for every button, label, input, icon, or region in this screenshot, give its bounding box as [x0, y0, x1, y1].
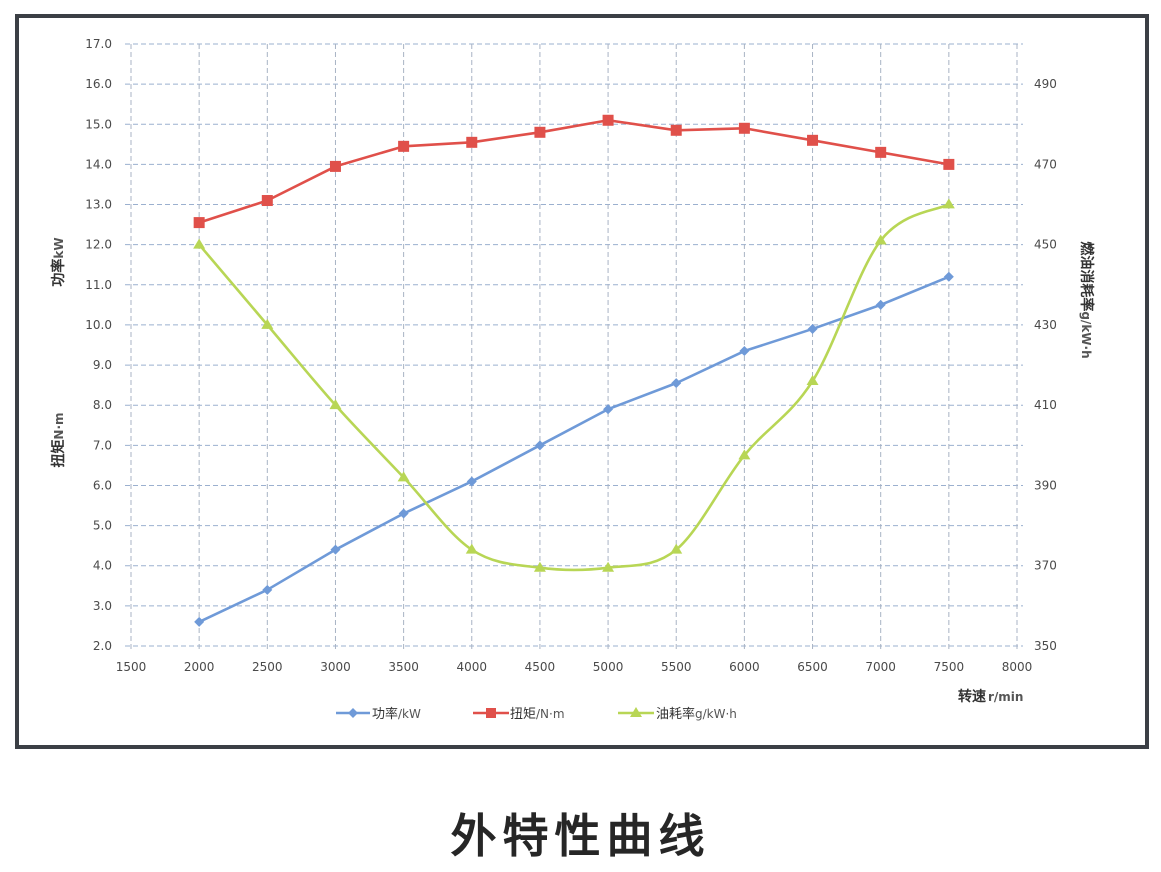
left-tick-label: 2.0: [93, 639, 112, 653]
square-marker-icon: [534, 126, 546, 138]
right-tick-label: 350: [1034, 639, 1057, 653]
x-tick-label: 3000: [320, 660, 351, 674]
left-tick-label: 15.0: [85, 117, 112, 131]
diamond-marker-icon: [466, 476, 477, 487]
diamond-marker-icon: [671, 378, 682, 389]
left-tick-label: 12.0: [85, 238, 112, 252]
square-marker-icon: [875, 146, 887, 158]
diamond-marker-icon: [943, 271, 954, 282]
chart-frame: [15, 14, 1149, 749]
triangle-marker-icon: [670, 543, 683, 554]
diamond-marker-icon: [807, 323, 818, 334]
square-marker-icon: [738, 122, 750, 134]
square-marker-icon: [807, 134, 819, 146]
svg-text:扭矩/N·m: 扭矩/N·m: [510, 707, 565, 722]
legend-item-torque[interactable]: 扭矩/N·m: [473, 707, 565, 722]
right-tick-label: 410: [1034, 398, 1057, 412]
left-tick-label: 17.0: [85, 37, 112, 51]
x-tick-label: 4500: [525, 660, 556, 674]
triangle-marker-icon: [465, 543, 478, 554]
square-marker-icon: [261, 195, 273, 207]
triangle-marker-icon: [397, 471, 410, 482]
series-2: [193, 198, 955, 572]
diamond-marker-icon: [603, 404, 614, 415]
x-axis-title: 转速 r/min: [958, 688, 1023, 705]
square-marker-icon: [329, 160, 341, 172]
left-axis-title-torque: 扭矩N·m: [50, 412, 67, 467]
legend-item-fuel[interactable]: 油耗率g/kW·h: [618, 706, 737, 722]
square-marker-icon: [193, 217, 205, 229]
right-tick-label: 470: [1034, 157, 1057, 171]
diamond-marker-icon: [330, 544, 341, 555]
diamond-marker-icon: [875, 299, 886, 310]
left-tick-label: 7.0: [93, 438, 112, 452]
right-tick-label: 370: [1034, 559, 1057, 573]
left-tick-label: 6.0: [93, 478, 112, 492]
left-tick-label: 10.0: [85, 318, 112, 332]
diamond-marker-icon: [739, 346, 750, 357]
diamond-marker-icon: [398, 508, 409, 519]
right-tick-label: 390: [1034, 478, 1057, 492]
triangle-marker-icon: [738, 449, 751, 460]
svg-text:油耗率g/kW·h: 油耗率g/kW·h: [656, 706, 737, 722]
left-tick-label: 14.0: [85, 157, 112, 171]
left-tick-label: 3.0: [93, 599, 112, 613]
left-tick-label: 13.0: [85, 198, 112, 212]
square-marker-icon: [398, 140, 410, 152]
left-axis-ticks: 17.0 16.0 15.0 14.0 13.0 12.0 11.0 10.0 9.0 8.0 7.…: [85, 37, 112, 653]
triangle-marker-icon: [193, 238, 206, 249]
gridlines: [125, 43, 1023, 651]
svg-text:功率/kW: 功率/kW: [372, 706, 421, 722]
x-tick-label: 3500: [388, 660, 419, 674]
x-tick-label: 7500: [934, 660, 965, 674]
series-1: [193, 114, 955, 229]
x-tick-label: 5000: [593, 660, 624, 674]
figure-caption: 外特性曲线: [450, 809, 711, 863]
triangle-marker-icon: [874, 234, 887, 245]
square-marker-icon: [602, 114, 614, 126]
square-marker-icon: [486, 708, 496, 718]
triangle-marker-icon: [329, 399, 342, 410]
left-tick-label: 9.0: [93, 358, 112, 372]
chart-plot: 17.0 16.0 15.0 14.0 13.0 12.0 11.0 10.0 9.0 8.0 7.…: [50, 37, 1095, 722]
square-marker-icon: [466, 136, 478, 148]
left-tick-label: 16.0: [85, 77, 112, 91]
right-tick-label: 450: [1034, 238, 1057, 252]
triangle-marker-icon: [806, 375, 819, 386]
diamond-marker-icon: [348, 708, 358, 718]
x-tick-label: 8000: [1002, 660, 1033, 674]
diamond-marker-icon: [534, 440, 545, 451]
left-tick-label: 5.0: [93, 519, 112, 533]
right-axis-ticks: 490 470 450 430 410 390 370 350: [1034, 77, 1057, 653]
legend: 功率/kW 扭矩/N·m 油耗率g/kW·h: [336, 706, 737, 722]
series-lines: [193, 114, 955, 627]
triangle-marker-icon: [602, 561, 615, 572]
legend-item-power[interactable]: 功率/kW: [336, 706, 421, 722]
x-tick-label: 2500: [252, 660, 283, 674]
x-axis-ticks: 1500 2000 2500 3000 3500 4000 4500 5000 5500 6000…: [116, 660, 1033, 674]
triangle-marker-icon: [942, 198, 955, 209]
left-axis-title-power: 功率kW: [50, 237, 67, 286]
right-axis-title: 燃油消耗率g/kW·h: [1078, 241, 1095, 358]
left-tick-label: 8.0: [93, 398, 112, 412]
triangle-marker-icon: [630, 707, 642, 717]
right-tick-label: 430: [1034, 318, 1057, 332]
diamond-marker-icon: [262, 584, 273, 595]
x-tick-label: 5500: [661, 660, 692, 674]
x-tick-label: 6500: [797, 660, 828, 674]
square-marker-icon: [943, 158, 955, 170]
left-tick-label: 4.0: [93, 559, 112, 573]
x-tick-label: 2000: [184, 660, 215, 674]
x-tick-label: 4000: [456, 660, 487, 674]
triangle-marker-icon: [533, 561, 546, 572]
series-0: [194, 271, 954, 627]
x-tick-label: 6000: [729, 660, 760, 674]
square-marker-icon: [670, 124, 682, 136]
x-tick-label: 1500: [116, 660, 147, 674]
diamond-marker-icon: [194, 616, 205, 627]
left-tick-label: 11.0: [85, 278, 112, 292]
x-tick-label: 7000: [865, 660, 896, 674]
triangle-marker-icon: [261, 318, 274, 329]
right-tick-label: 490: [1034, 77, 1057, 91]
